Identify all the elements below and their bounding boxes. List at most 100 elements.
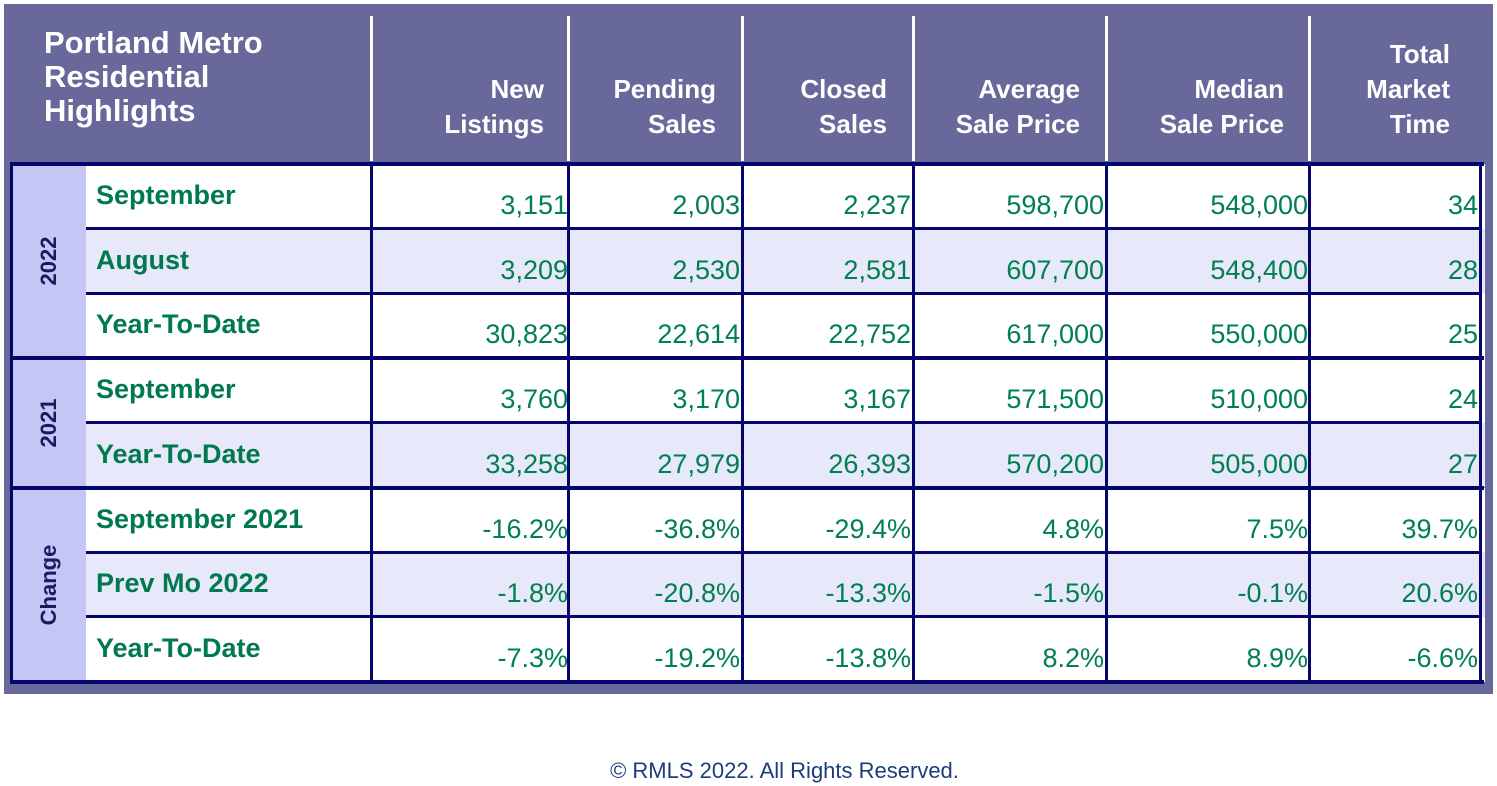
column-header-line: Total	[1389, 39, 1450, 69]
table-cell: -13.3%	[825, 578, 911, 609]
row-divider	[10, 162, 1484, 166]
column-header-line: Market	[1366, 74, 1450, 104]
table-cell: 25	[1447, 319, 1478, 350]
row-divider	[86, 550, 1482, 554]
table-cell: 3,760	[500, 384, 568, 415]
table-row: September 2021 -16.2% -36.8% -29.4% 4.8% 7.5%…	[86, 487, 1485, 553]
column-header: Median Sale Price	[1064, 72, 1284, 142]
title-line: Portland Metro	[44, 25, 263, 60]
column-divider	[1307, 164, 1311, 682]
table-row: August 3,209 2,530 2,581 607,700 548,400 28	[86, 228, 1485, 294]
table-row: Year-To-Date 30,823 22,614 22,752 617,000 550…	[86, 293, 1485, 359]
table-cell: 2,237	[843, 190, 911, 220]
column-header-line: Closed	[800, 74, 887, 104]
row-divider	[86, 615, 1482, 619]
table-row: September 3,151 2,003 2,237 598,700 548,000 34	[86, 164, 1485, 229]
table-cell: 3,151	[500, 190, 568, 220]
header-divider	[370, 16, 373, 161]
row-label: Year-To-Date	[96, 438, 261, 469]
group-band: 2021	[12, 358, 86, 488]
group-band: Change	[12, 487, 86, 682]
row-label: September	[96, 180, 236, 210]
table-cell: 2,581	[843, 254, 911, 285]
table-row: Year-To-Date -7.3% -19.2% -13.8% 8.2% 8.9% -6.…	[86, 616, 1485, 682]
column-divider	[566, 164, 570, 682]
group-band: 2022	[12, 164, 86, 359]
column-header: Average Sale Price	[860, 72, 1080, 142]
highlights-table: Portland Metro Residential Highlights Ne…	[4, 4, 1493, 694]
row-divider	[86, 291, 1482, 295]
row-divider	[10, 485, 1484, 490]
table-cell: -6.6%	[1407, 642, 1478, 673]
table-left-border	[10, 164, 13, 682]
table-row: Year-To-Date 33,258 27,979 26,393 570,200 505…	[86, 422, 1485, 488]
column-header-line: Sales	[819, 109, 887, 139]
table-cell: -19.2%	[654, 642, 740, 673]
table-cell: 617,000	[1006, 319, 1104, 350]
table-cell: 8.9%	[1246, 642, 1308, 673]
table-cell: 2,530	[672, 254, 740, 285]
header-divider	[912, 16, 915, 161]
table-cell: 607,700	[1006, 254, 1104, 285]
table-cell: -29.4%	[825, 513, 911, 544]
table-cell: 550,000	[1210, 319, 1308, 350]
header-divider	[567, 16, 570, 161]
table-cell: 8.2%	[1042, 642, 1104, 673]
table-cell: 570,200	[1006, 448, 1104, 479]
column-header: Total Market Time	[1230, 37, 1450, 142]
column-divider	[1478, 164, 1482, 682]
table-cell: 22,752	[828, 319, 911, 350]
table-cell: 2,003	[672, 190, 740, 220]
table-cell: -7.3%	[497, 642, 568, 673]
table-cell: -0.1%	[1237, 578, 1308, 609]
table-cell: 26,393	[828, 448, 911, 479]
row-label: Prev Mo 2022	[96, 568, 269, 599]
row-label: August	[96, 244, 189, 275]
table-cell: -1.5%	[1033, 578, 1104, 609]
column-header-line: Sale Price	[955, 109, 1080, 139]
table-row: September 3,760 3,170 3,167 571,500 510,000 24	[86, 358, 1485, 423]
row-label: September	[96, 374, 236, 405]
group-label: 2022	[36, 236, 61, 286]
column-header: New Listings	[324, 72, 544, 142]
table-cell: 34	[1447, 190, 1478, 220]
row-divider	[10, 356, 1484, 361]
table-cell: 27	[1447, 448, 1478, 479]
table-cell: 548,400	[1210, 254, 1308, 285]
table-cell: 22,614	[657, 319, 740, 350]
table-cell: -36.8%	[654, 513, 740, 544]
column-header-line: Pending	[613, 74, 716, 104]
table-cell: 3,209	[500, 254, 568, 285]
table-cell: 24	[1447, 384, 1478, 415]
column-header: Pending Sales	[496, 72, 716, 142]
title-line: Highlights	[44, 93, 196, 128]
column-divider	[740, 164, 744, 682]
column-header-line: Listings	[444, 109, 544, 139]
column-header-line: Sale Price	[1159, 109, 1284, 139]
table-cell: -20.8%	[654, 578, 740, 609]
column-header-line: Sales	[648, 109, 716, 139]
header-divider	[1105, 16, 1108, 161]
table-cell: 505,000	[1210, 448, 1308, 479]
table-cell: 28	[1447, 254, 1478, 285]
table-title: Portland Metro Residential Highlights	[44, 26, 344, 128]
header-divider	[741, 16, 744, 161]
table-cell: -1.8%	[497, 578, 568, 609]
table-cell: 3,167	[843, 384, 911, 415]
table-row: Prev Mo 2022 -1.8% -20.8% -13.3% -1.5% -0.1% 2…	[86, 552, 1485, 617]
column-header-line: New	[490, 74, 544, 104]
table-cell: 20.6%	[1401, 578, 1478, 609]
table-cell: 4.8%	[1042, 513, 1104, 544]
table-cell: -13.8%	[825, 642, 911, 673]
table-cell: 510,000	[1210, 384, 1308, 415]
group-label: Change	[36, 544, 61, 625]
column-header-line: Time	[1389, 109, 1450, 139]
table-cell: 3,170	[672, 384, 740, 415]
column-header-line: Median	[1194, 74, 1284, 104]
table-cell: 571,500	[1006, 384, 1104, 415]
column-divider	[369, 164, 373, 682]
table-cell: 598,700	[1006, 190, 1104, 220]
table-cell: 33,258	[485, 448, 568, 479]
group-label: 2021	[36, 398, 61, 448]
column-header-line: Average	[978, 74, 1080, 104]
